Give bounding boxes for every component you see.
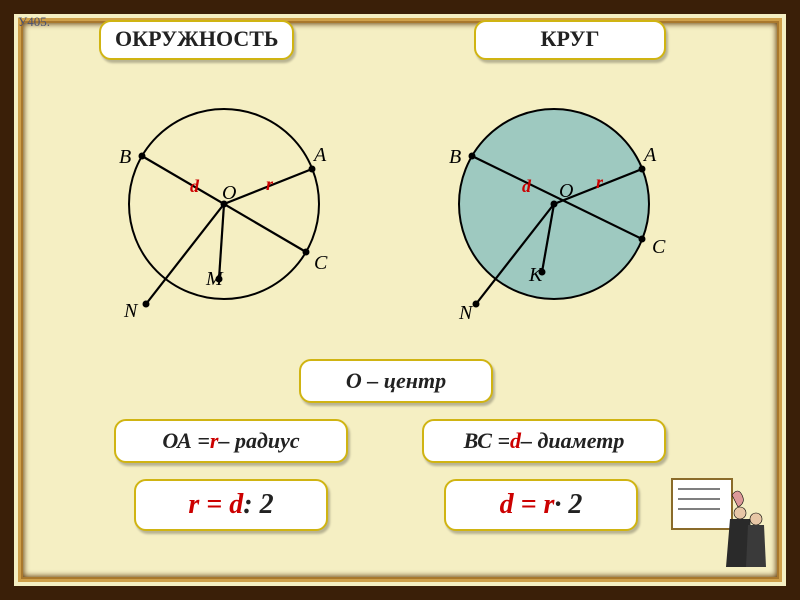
label-K-right: K [529, 264, 542, 287]
diameter-pre: ВС = [464, 428, 510, 454]
radius-post: – радиус [218, 428, 299, 454]
box-center: О – центр [299, 359, 493, 403]
box-diameter: ВС = d – диаметр [422, 419, 666, 463]
teacher-illustration [670, 477, 770, 572]
diameter-d: d [510, 428, 521, 454]
center-text: О – центр [346, 368, 446, 394]
box-radius: ОА = r – радиус [114, 419, 348, 463]
deq-post: · 2 [554, 489, 582, 521]
label-d-left: d [190, 176, 199, 197]
label-A-left: A [314, 144, 326, 167]
slide-frame: У405. ОКРУЖНОСТЬ КРУГ O A B C N M d r O … [0, 0, 800, 600]
label-B-left: B [119, 146, 131, 169]
label-N-right: N [459, 302, 472, 325]
radius-pre: ОА = [162, 428, 210, 454]
label-N-left: N [124, 300, 137, 323]
diameter-post: – диаметр [521, 428, 624, 454]
label-B-right: B [449, 146, 461, 169]
label-M-left: M [206, 268, 223, 291]
box-d-equals: d = r · 2 [444, 479, 638, 531]
label-C-left: C [314, 252, 327, 275]
label-r-right: r [596, 172, 603, 193]
req-post: : 2 [243, 489, 273, 521]
label-d-right: d [522, 176, 531, 197]
label-O-left: O [222, 182, 236, 205]
deq-red: d = r [500, 489, 555, 521]
box-r-equals: r = d : 2 [134, 479, 328, 531]
label-r-left: r [266, 174, 273, 195]
label-O-right: O [559, 180, 573, 203]
label-C-right: C [652, 236, 665, 259]
label-A-right: A [644, 144, 656, 167]
req-red: r = d [188, 489, 243, 521]
